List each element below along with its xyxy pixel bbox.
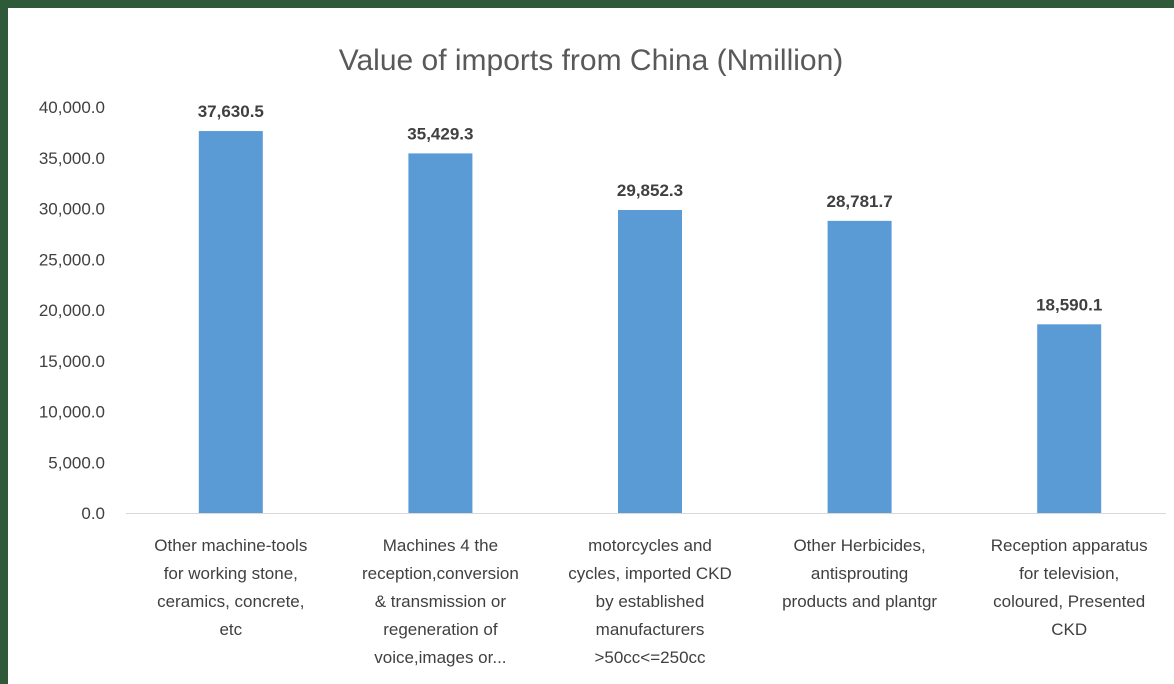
x-category-label: etc: [219, 620, 242, 639]
x-category-label: for television,: [1019, 564, 1119, 583]
bar-chart: 0.0 5,000.0 10,000.0 15,000.0 20,000.0 25,000…: [39, 98, 1166, 667]
x-category-label: reception,conversion: [362, 564, 519, 583]
x-category-label: CKD: [1051, 620, 1087, 639]
y-tick-label: 10,000.0: [39, 403, 105, 422]
chart-title: Value of imports from China (Nmillion): [338, 44, 844, 77]
data-label: 18,590.1: [1036, 295, 1102, 314]
bar: [618, 209, 682, 514]
x-category-label: cycles, imported CKD: [568, 564, 731, 583]
x-category-label: Reception apparatus: [991, 536, 1148, 555]
x-category-label: by established: [596, 592, 705, 611]
y-tick-label: 5,000.0: [48, 453, 105, 472]
bar: [1037, 324, 1102, 513]
data-label: 28,781.7: [827, 192, 893, 211]
bar: [408, 153, 473, 513]
y-tick-label: 25,000.0: [39, 250, 105, 269]
x-category-label: Other Herbicides,: [793, 536, 925, 555]
x-category-label: Other machine-tools: [154, 536, 307, 555]
x-category-label: regeneration of: [383, 620, 498, 639]
data-label: 29,852.3: [617, 181, 683, 200]
chart-frame: Value of imports from China (Nmillion) 0…: [8, 8, 1174, 684]
x-category-label: manufacturers: [596, 620, 705, 639]
y-tick-label: 35,000.0: [39, 149, 105, 168]
x-category-label: for working stone,: [164, 564, 298, 583]
x-category-label: motorcycles and: [588, 536, 712, 555]
y-tick-label: 0.0: [81, 504, 105, 523]
y-tick-label: 30,000.0: [39, 200, 105, 219]
x-category-label: ceramics, concrete,: [157, 592, 304, 611]
x-category-label: antisprouting: [811, 564, 908, 583]
y-tick-label: 20,000.0: [39, 301, 105, 320]
x-category-label: Machines 4 the: [383, 536, 498, 555]
bar: [827, 220, 892, 514]
x-category-label: products and plantgr: [782, 592, 937, 611]
data-label: 37,630.5: [198, 102, 264, 121]
y-tick-label: 15,000.0: [39, 352, 105, 371]
x-category-label: coloured, Presented: [993, 592, 1145, 611]
x-category-label: >50cc<=250cc: [594, 648, 706, 667]
x-category-label: voice,images or...: [374, 648, 506, 667]
x-category-label: & transmission or: [375, 592, 507, 611]
data-label: 35,429.3: [407, 124, 473, 143]
y-tick-label: 40,000.0: [39, 98, 105, 117]
bar: [198, 131, 263, 513]
